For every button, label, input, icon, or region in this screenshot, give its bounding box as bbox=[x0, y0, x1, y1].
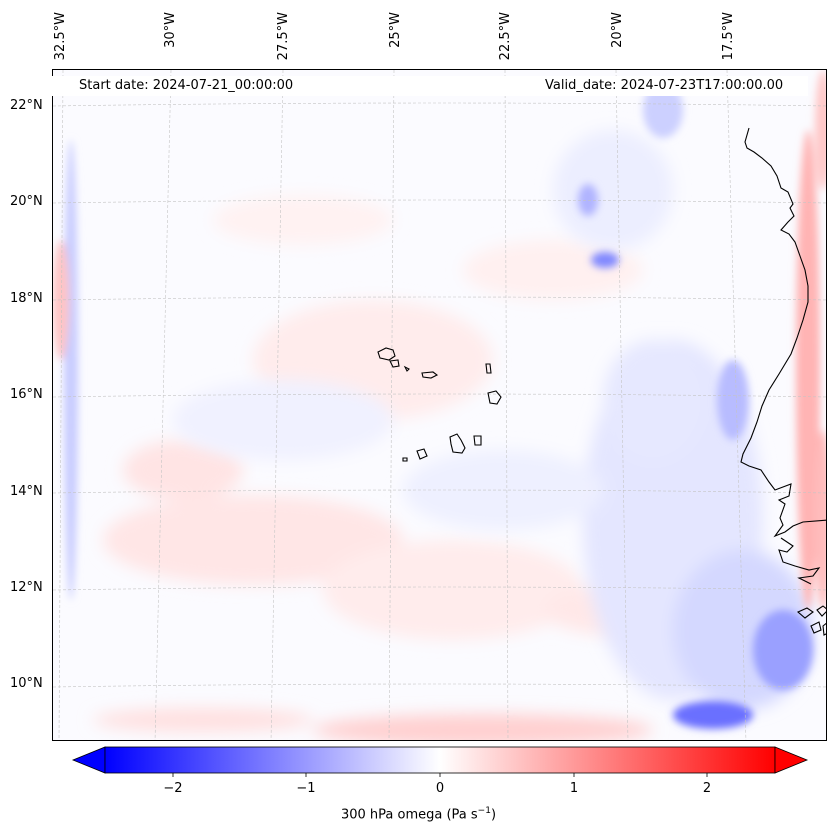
graticule bbox=[53, 70, 826, 740]
start-date-label: Start date: 2024-07-21_00:00:00 bbox=[79, 78, 294, 93]
lon-label-25w: 25°W bbox=[388, 12, 403, 48]
date-info-bar bbox=[24, 76, 808, 96]
lon-label-27-5w: 27.5°W bbox=[276, 12, 291, 61]
lon-label-22-5w: 22.5°W bbox=[498, 12, 513, 61]
colorbar-tick-label: 2 bbox=[702, 781, 712, 796]
lat-label-20n: 20°N bbox=[10, 194, 43, 209]
lat-label-22n: 22°N bbox=[10, 98, 43, 113]
colorbar-title: 300 hPa omega (Pa s−1) bbox=[0, 806, 837, 822]
lat-label-14n: 14°N bbox=[10, 484, 43, 499]
colorbar-title-end: ) bbox=[490, 807, 497, 823]
negative-omega-patches bbox=[173, 130, 813, 710]
omega-map bbox=[52, 69, 827, 741]
colorbar-tick-label: −1 bbox=[296, 781, 316, 796]
cape-verde-islands bbox=[377, 347, 502, 462]
strong-omega-features bbox=[53, 70, 826, 729]
colorbar-tick-label: 1 bbox=[569, 781, 579, 796]
lat-label-18n: 18°N bbox=[10, 291, 43, 306]
lat-label-12n: 12°N bbox=[10, 580, 43, 595]
lon-label-20w: 20°W bbox=[610, 12, 625, 48]
african-coastline bbox=[740, 127, 826, 636]
colorbar-title-superscript: −1 bbox=[477, 806, 491, 816]
colorbar bbox=[71, 746, 809, 777]
colorbar-tick-label: −2 bbox=[163, 781, 183, 796]
colorbar-title-main: 300 hPa omega (Pa s bbox=[340, 807, 478, 823]
colorbar-gradient bbox=[104, 746, 776, 774]
valid-date-label: Valid_date: 2024-07-23T17:00:00.00 bbox=[545, 78, 784, 93]
lon-label-32-5w: 32.5°W bbox=[53, 12, 68, 61]
lat-label-10n: 10°N bbox=[10, 676, 43, 691]
lat-label-16n: 16°N bbox=[10, 387, 43, 402]
colorbar-max-arrow bbox=[774, 746, 809, 774]
lon-label-17-5w: 17.5°W bbox=[721, 12, 736, 61]
colorbar-min-arrow bbox=[71, 746, 106, 774]
colorbar-tick-label: 0 bbox=[435, 781, 445, 796]
omega-field bbox=[53, 70, 826, 740]
lon-label-30w: 30°W bbox=[163, 12, 178, 48]
